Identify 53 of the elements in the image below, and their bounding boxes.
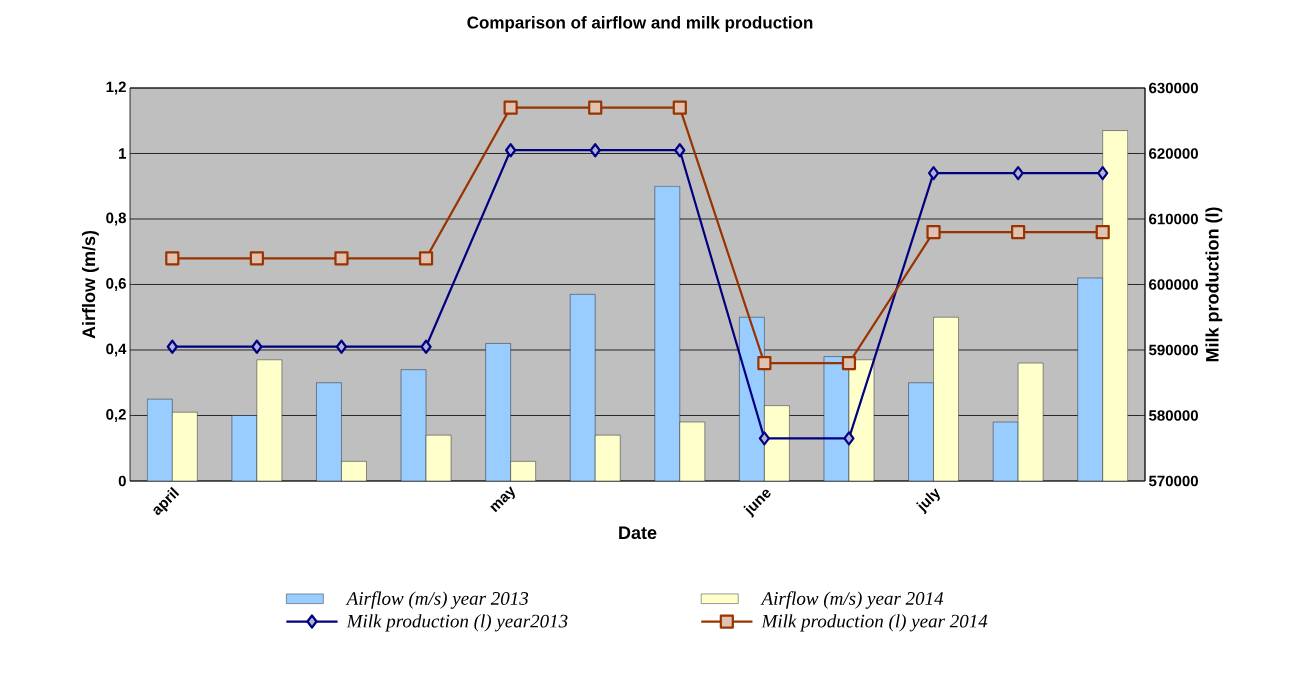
- point: [843, 431, 855, 446]
- chart-title: Comparison of airflow and milk production: [467, 16, 813, 32]
- point: [505, 143, 517, 158]
- y-tick-label: 1: [119, 148, 127, 159]
- y2-axis-title: Milk production (l): [1205, 207, 1223, 362]
- point: [166, 339, 178, 354]
- y-tick-label: 0,6: [106, 278, 126, 291]
- y2-tick-label: 590000: [1148, 344, 1198, 356]
- bar: [933, 317, 959, 481]
- point: [841, 356, 857, 371]
- point: [1011, 225, 1026, 240]
- point: [335, 339, 348, 354]
- point: [1095, 225, 1110, 240]
- point: [1012, 166, 1024, 181]
- bar: [679, 421, 705, 481]
- point: [674, 143, 686, 158]
- point: [251, 339, 263, 354]
- point: [249, 251, 264, 266]
- y-tick-label: 0,4: [106, 343, 127, 357]
- point: [1097, 166, 1109, 181]
- point: [589, 143, 601, 158]
- legend-label: Airflow (m/s) year 2014: [760, 591, 944, 609]
- point: [418, 251, 434, 266]
- y-tick-label: 0,8: [106, 212, 126, 226]
- bar: [172, 412, 198, 481]
- y-axis-title: Airflow (m/s): [81, 230, 99, 339]
- point: [757, 356, 772, 371]
- y2-tick-label: 620000: [1149, 148, 1198, 159]
- bar: [1017, 362, 1044, 481]
- y2-tick-label: 630000: [1149, 82, 1198, 94]
- point: [758, 431, 770, 446]
- bar: [1102, 130, 1128, 481]
- legend-label: Airflow (m/s) year 2013: [345, 591, 529, 609]
- point: [503, 100, 518, 115]
- point: [926, 225, 941, 240]
- y-tick-label: 0,2: [106, 409, 126, 422]
- point: [927, 166, 940, 181]
- bar: [256, 359, 283, 481]
- legend-label: Milk production (l) year2013: [346, 614, 568, 632]
- point: [420, 339, 432, 354]
- point: [165, 251, 180, 266]
- x-axis-title: Date: [619, 526, 657, 540]
- point: [672, 100, 687, 115]
- y-tick-label: 1,2: [106, 81, 126, 95]
- point: [334, 251, 349, 266]
- y2-tick-label: 600000: [1149, 279, 1198, 290]
- point: [588, 100, 603, 115]
- y-tick-label: 0: [118, 475, 126, 487]
- y2-tick-label: 610000: [1149, 213, 1198, 225]
- legend-label: Milk production (l) year 2014: [761, 614, 988, 632]
- bar: [595, 434, 621, 481]
- y2-tick-label: 570000: [1148, 475, 1198, 487]
- y2-tick-label: 580000: [1148, 410, 1198, 421]
